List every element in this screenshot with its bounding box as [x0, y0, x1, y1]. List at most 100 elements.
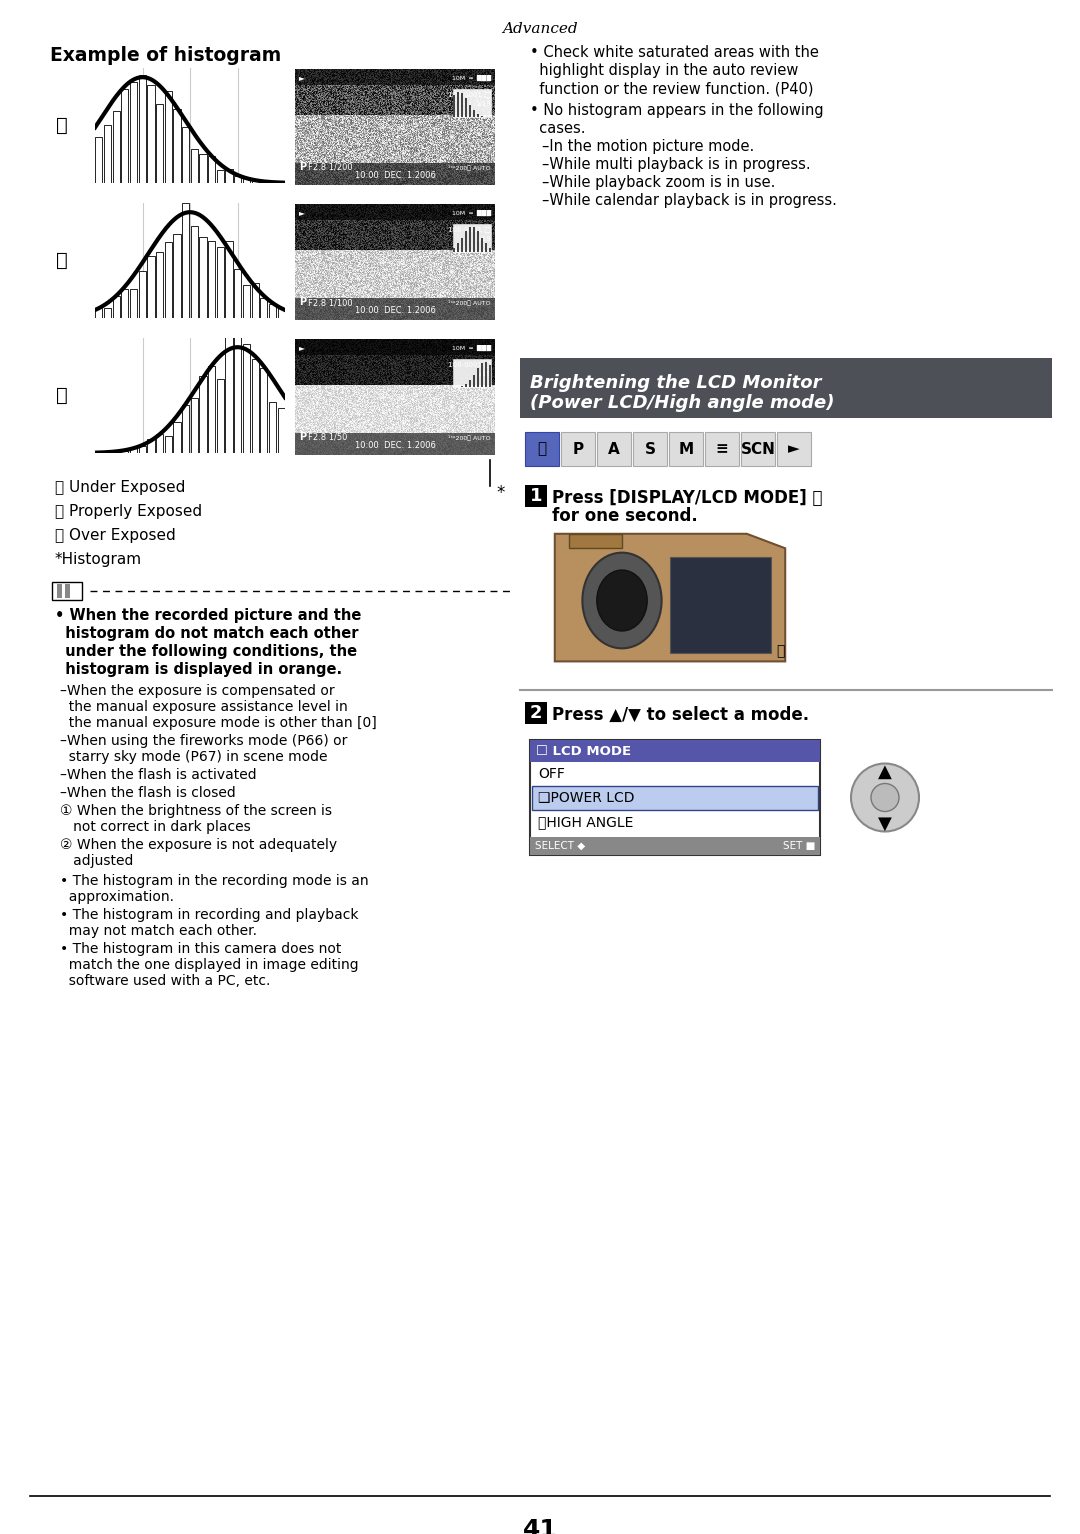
Text: match the one displayed in image editing: match the one displayed in image editing	[60, 959, 359, 973]
Text: (Power LCD/High angle mode): (Power LCD/High angle mode)	[530, 394, 835, 413]
Text: 100-0001 □: 100-0001 □	[448, 91, 491, 97]
Text: ¹ˢᵒ200Ⓐ AUTO: ¹ˢᵒ200Ⓐ AUTO	[448, 166, 491, 170]
Bar	[156, 252, 163, 318]
Text: Press [DISPLAY/LCD MODE] Ⓐ: Press [DISPLAY/LCD MODE] Ⓐ	[552, 489, 823, 508]
Bar	[200, 153, 206, 183]
Bar	[295, 163, 495, 186]
Bar	[741, 433, 775, 466]
Bar	[670, 557, 771, 652]
Text: 10:00  DEC. 1.2006: 10:00 DEC. 1.2006	[354, 170, 435, 179]
Text: • No histogram appears in the following: • No histogram appears in the following	[530, 103, 824, 118]
Text: ② When the exposure is not adequately: ② When the exposure is not adequately	[60, 838, 337, 851]
Bar	[473, 227, 475, 252]
Bar	[532, 785, 818, 810]
Bar	[481, 364, 483, 387]
Bar	[191, 225, 198, 318]
Text: Ⓐ: Ⓐ	[56, 115, 68, 135]
Circle shape	[582, 552, 662, 649]
Bar	[453, 359, 491, 387]
Text: ►: ►	[299, 344, 305, 353]
Text: P: P	[299, 298, 306, 307]
Text: 1/19: 1/19	[475, 371, 491, 377]
Bar	[705, 433, 739, 466]
Bar	[183, 202, 189, 318]
Bar	[453, 95, 455, 117]
Text: –When the flash is activated: –When the flash is activated	[60, 769, 257, 782]
Bar	[174, 109, 180, 183]
Bar	[243, 344, 251, 453]
Text: 1/19: 1/19	[475, 101, 491, 107]
Bar	[95, 308, 103, 318]
Bar	[525, 485, 546, 508]
Bar	[226, 336, 232, 453]
Bar	[164, 91, 172, 183]
Text: F2.8 1/50: F2.8 1/50	[308, 433, 348, 442]
Text: –When the exposure is compensated or: –When the exposure is compensated or	[60, 684, 335, 698]
Text: 10M  ═  ███: 10M ═ ███	[451, 210, 491, 216]
Bar	[485, 362, 487, 387]
Bar	[295, 298, 495, 321]
Bar	[464, 384, 467, 387]
Bar	[208, 241, 215, 318]
Text: 1: 1	[530, 486, 542, 505]
Bar	[112, 110, 120, 183]
Bar	[260, 368, 268, 453]
Bar	[519, 357, 1052, 417]
Bar	[476, 232, 480, 252]
Bar	[278, 308, 285, 318]
Bar	[453, 89, 491, 117]
Text: 1/19: 1/19	[475, 236, 491, 242]
Text: 10M  ═  ███: 10M ═ ███	[451, 75, 491, 81]
Text: starry sky mode (P67) in scene mode: starry sky mode (P67) in scene mode	[60, 750, 327, 764]
Text: –While calendar playback is in progress.: –While calendar playback is in progress.	[542, 193, 837, 209]
Bar	[469, 227, 471, 252]
Bar	[530, 739, 820, 854]
Bar	[183, 127, 189, 183]
Text: Example of histogram: Example of histogram	[50, 46, 281, 64]
Text: 10:00  DEC. 1.2006: 10:00 DEC. 1.2006	[354, 440, 435, 449]
Text: VQT0Y44: VQT0Y44	[994, 1532, 1048, 1534]
Text: ▼: ▼	[878, 815, 892, 833]
Bar	[295, 339, 495, 354]
Bar	[243, 178, 251, 183]
Bar	[460, 238, 463, 252]
Text: ►: ►	[299, 209, 305, 218]
Bar	[295, 69, 495, 84]
Bar	[138, 445, 146, 453]
Bar	[252, 359, 259, 453]
Bar	[95, 137, 103, 183]
Text: ►: ►	[788, 442, 800, 457]
Bar	[234, 270, 242, 318]
Bar	[208, 156, 215, 183]
Text: OFF: OFF	[538, 767, 565, 781]
Bar	[138, 75, 146, 183]
Bar	[473, 110, 475, 117]
Text: ¹ˢᵒ200Ⓐ AUTO: ¹ˢᵒ200Ⓐ AUTO	[448, 301, 491, 305]
Bar	[147, 256, 154, 318]
Bar	[473, 374, 475, 387]
Circle shape	[597, 571, 647, 630]
Bar	[174, 422, 180, 453]
Text: Ⓑ: Ⓑ	[56, 250, 68, 270]
Text: SCN: SCN	[741, 442, 775, 457]
Text: • When the recorded picture and the: • When the recorded picture and the	[55, 607, 362, 623]
Bar	[174, 235, 180, 318]
Bar	[295, 204, 495, 219]
Bar	[52, 581, 82, 600]
Bar	[530, 838, 820, 854]
Bar	[234, 176, 242, 183]
Bar	[453, 224, 491, 252]
Bar	[260, 298, 268, 318]
Bar	[457, 92, 459, 117]
Bar	[669, 433, 703, 466]
Text: the manual exposure assistance level in: the manual exposure assistance level in	[60, 700, 348, 713]
Bar	[130, 81, 137, 183]
Bar	[476, 368, 480, 387]
Text: ≡: ≡	[716, 442, 728, 457]
Text: –When the flash is closed: –When the flash is closed	[60, 785, 235, 801]
Text: ►: ►	[299, 74, 305, 83]
Text: –While playback zoom is in use.: –While playback zoom is in use.	[542, 175, 775, 190]
Text: P: P	[572, 442, 583, 457]
Polygon shape	[555, 534, 785, 661]
Bar	[295, 433, 495, 456]
